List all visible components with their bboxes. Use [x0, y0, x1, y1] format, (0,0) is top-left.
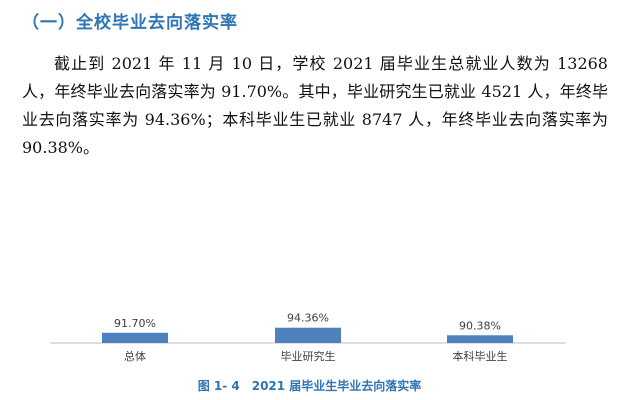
category-label-2: 毕业研究生	[281, 349, 336, 363]
bar-3	[447, 335, 513, 343]
category-label-1: 总体	[124, 349, 146, 363]
data-label-3: 90.38%	[459, 319, 501, 332]
category-label-3: 本科毕业生	[453, 349, 508, 363]
data-label-1: 91.70%	[114, 317, 156, 330]
data-label-2: 94.36%	[287, 312, 329, 325]
bar-chart: 91.70% 总体 94.36% 毕业研究生 90.38% 本科毕业生	[50, 312, 566, 363]
bar-2	[275, 327, 341, 343]
body-paragraph: 截止到 2021 年 11 月 10 日，学校 2021 届毕业生总就业人数为 …	[22, 54, 608, 157]
bar-1	[102, 332, 168, 343]
section-heading: （一）全校毕业去向落实率	[22, 13, 238, 33]
figure-caption: 图 1- 4 2021 届毕业生毕业去向落实率	[197, 379, 422, 393]
